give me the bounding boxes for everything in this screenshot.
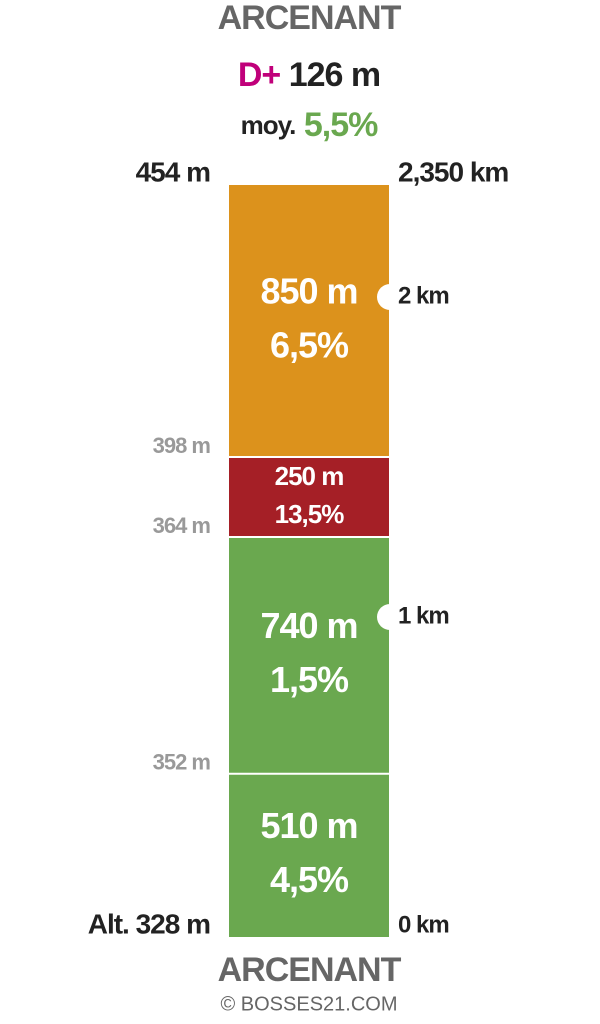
segment (229, 185, 389, 457)
km-notch (377, 284, 403, 310)
average-grade: moy. 5,5% (241, 106, 378, 144)
altitude-label: 352 m (153, 750, 211, 775)
start-distance: 0 km (398, 911, 449, 938)
km-label: 2 km (398, 282, 449, 309)
segment (229, 457, 389, 537)
km-notch (377, 604, 403, 630)
segment-length: 250 m (275, 461, 344, 491)
km-label: 1 km (398, 602, 449, 629)
segment-length: 740 m (260, 605, 357, 646)
segment (229, 537, 389, 774)
gain-prefix: D+ (238, 56, 281, 94)
title: ARCENANT (218, 0, 402, 37)
altitude-label: 454 m (136, 156, 210, 187)
elevation-gain: D+ 126 m (238, 56, 380, 94)
segment-length: 850 m (260, 271, 357, 312)
segment-grade: 4,5% (270, 859, 349, 900)
segment-grade: 13,5% (275, 499, 345, 529)
segment-length: 510 m (260, 805, 357, 846)
avg-value: 5,5% (304, 106, 378, 144)
segment-grade: 1,5% (270, 659, 349, 700)
segment-grade: 6,5% (270, 325, 349, 366)
avg-prefix: moy. (241, 110, 296, 140)
footer-title: ARCENANT (218, 951, 402, 989)
altitude-label: 364 m (153, 513, 211, 538)
total-distance: 2,350 km (398, 156, 508, 187)
segment (229, 773, 389, 937)
altitude-label: 398 m (153, 433, 211, 458)
gain-value: 126 m (289, 56, 380, 94)
start-altitude: Alt. 328 m (88, 908, 210, 939)
credit: © BOSSES21.COM (220, 993, 397, 1015)
